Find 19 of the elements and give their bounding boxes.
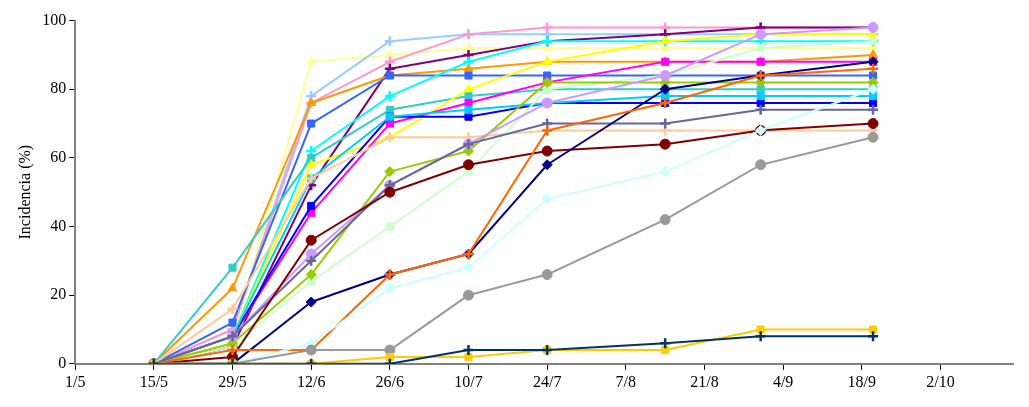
x-tick-label: 4/9	[772, 372, 794, 390]
x-tick-label: 7/8	[615, 372, 637, 390]
x-tick-label: 21/8	[690, 372, 719, 390]
y-tick-label: 40	[50, 216, 67, 234]
x-tick-label: 26/6	[375, 372, 405, 390]
x-tick-label: 2/10	[926, 372, 955, 390]
y-tick-label: 0	[58, 354, 67, 371]
y-tick-label: 80	[50, 79, 67, 97]
x-tick-label: 12/6	[296, 372, 326, 390]
x-tick-label: 1/5	[64, 372, 86, 390]
x-tick-label: 10/7	[454, 372, 483, 390]
x-tick-label: 24/7	[532, 372, 562, 390]
x-tick-label: 29/5	[218, 372, 247, 390]
x-tick-label: 18/9	[847, 372, 877, 390]
y-tick-label: 20	[50, 285, 67, 303]
y-axis-title: Incidencia (%)	[15, 144, 34, 240]
y-tick-label: 100	[42, 10, 67, 28]
x-tick-label: 15/5	[139, 372, 169, 390]
y-tick-label: 60	[50, 148, 67, 166]
